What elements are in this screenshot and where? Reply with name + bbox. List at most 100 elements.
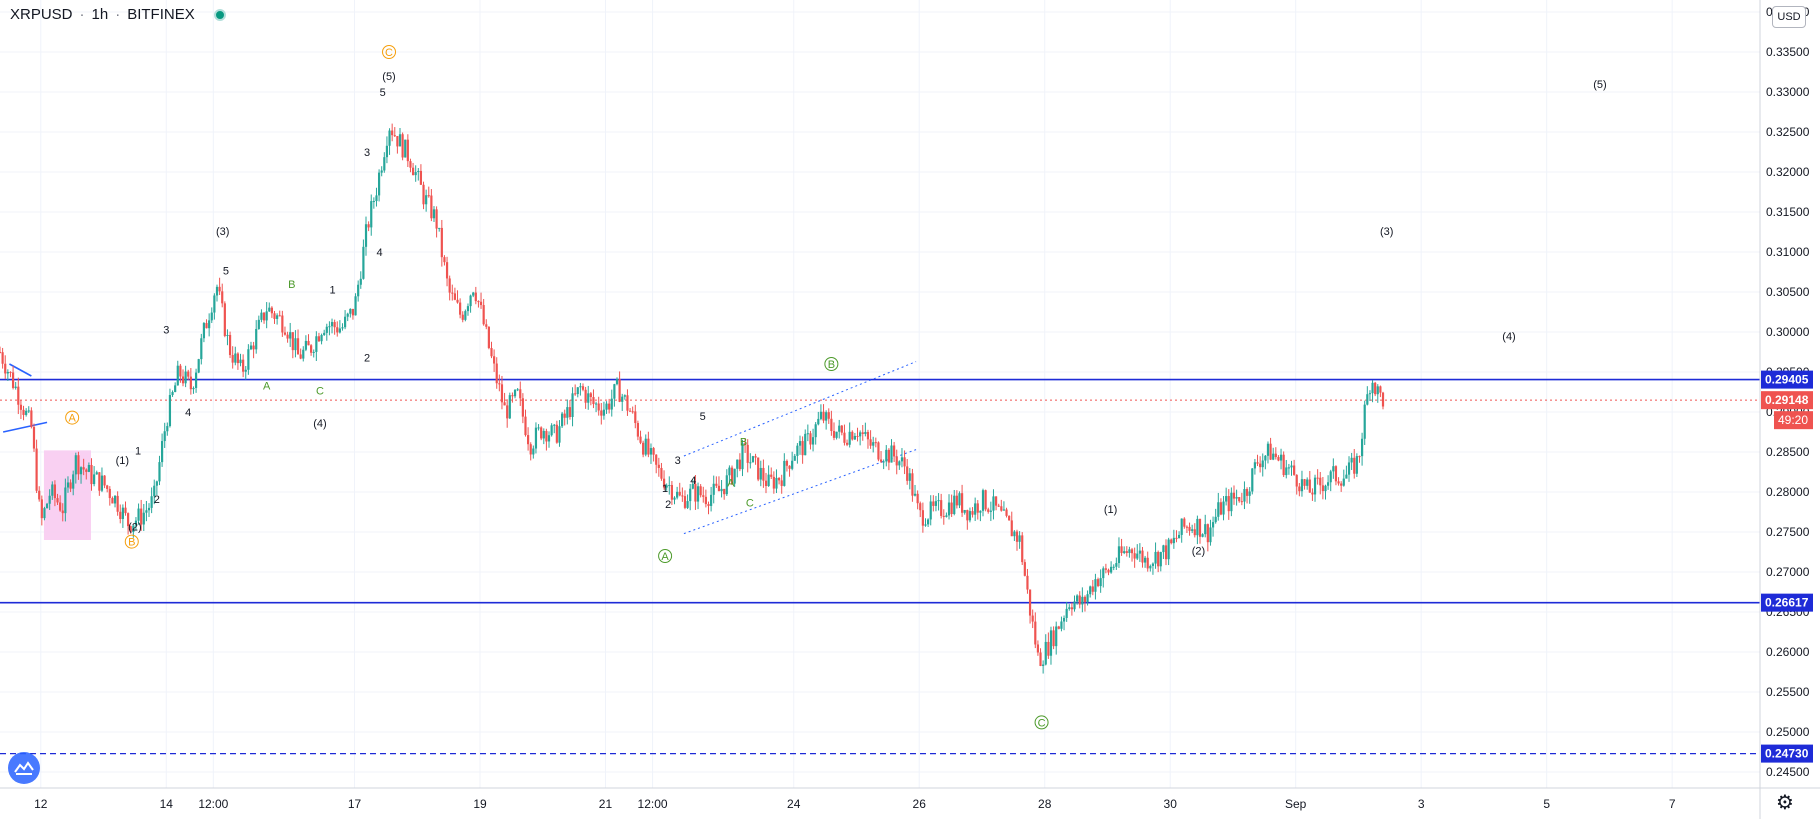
candle-body bbox=[647, 438, 650, 455]
candle-body bbox=[806, 433, 809, 435]
candle-body bbox=[226, 334, 229, 336]
candle-body bbox=[913, 493, 917, 496]
candle-body bbox=[869, 439, 872, 446]
candle-body bbox=[1303, 479, 1306, 486]
x-tick-label: 12:00 bbox=[198, 797, 228, 811]
candle-body bbox=[121, 507, 124, 520]
candle-body bbox=[1285, 467, 1288, 476]
candle-body bbox=[443, 257, 446, 263]
candle-body bbox=[108, 488, 111, 499]
candle-body bbox=[189, 376, 192, 390]
candle-body bbox=[38, 490, 41, 500]
candle-body bbox=[864, 431, 867, 434]
candle-body bbox=[1225, 496, 1228, 502]
candle-body bbox=[310, 345, 313, 353]
candle-body bbox=[1086, 594, 1089, 603]
wave-label: (5) bbox=[1593, 79, 1606, 91]
currency-button[interactable]: USD bbox=[1772, 6, 1806, 28]
wave-label: 1 bbox=[135, 445, 141, 457]
candle-body bbox=[93, 474, 96, 485]
candle-body bbox=[1057, 626, 1060, 629]
candle-body bbox=[636, 423, 640, 437]
candle-body bbox=[762, 467, 765, 481]
candle-body bbox=[411, 167, 415, 176]
symbol-label[interactable]: XRPUSD bbox=[10, 6, 73, 23]
candle-body bbox=[1217, 502, 1220, 517]
trendline bbox=[2, 421, 48, 433]
candle-body bbox=[398, 134, 402, 147]
candle-body bbox=[330, 322, 334, 327]
candle-body bbox=[628, 410, 632, 412]
candle-body bbox=[1272, 453, 1275, 460]
tradingview-logo-icon[interactable] bbox=[8, 752, 40, 784]
candle-body bbox=[160, 441, 164, 463]
candle-body bbox=[171, 392, 174, 396]
candle-body bbox=[1342, 478, 1345, 486]
candle-body bbox=[1070, 607, 1073, 610]
candle-body bbox=[438, 227, 441, 229]
candle-body bbox=[43, 508, 46, 519]
candle-body bbox=[419, 170, 423, 185]
wave-label: B bbox=[740, 437, 747, 449]
candle-body bbox=[435, 209, 438, 229]
candle-body bbox=[830, 418, 833, 431]
candle-body bbox=[963, 510, 966, 513]
x-tick-label: 3 bbox=[1418, 797, 1425, 811]
candle-body bbox=[558, 426, 561, 443]
candle-body bbox=[247, 349, 250, 370]
candle-body bbox=[877, 442, 880, 460]
candle-body bbox=[712, 483, 715, 495]
candle-body bbox=[11, 372, 15, 388]
candle-body bbox=[150, 496, 153, 508]
wave-label-circle bbox=[124, 534, 139, 549]
candle-body bbox=[785, 460, 789, 466]
candle-body bbox=[1062, 617, 1066, 622]
candle-body bbox=[581, 386, 585, 390]
candle-body bbox=[490, 348, 493, 357]
candle-body bbox=[1235, 497, 1238, 499]
candle-body bbox=[1159, 552, 1162, 567]
candle-body bbox=[320, 334, 323, 342]
candle-body bbox=[532, 448, 535, 455]
candle-body bbox=[380, 170, 383, 173]
candle-body bbox=[832, 430, 836, 438]
settings-gear-icon[interactable]: ⚙ bbox=[1776, 792, 1794, 814]
candle-body bbox=[730, 467, 734, 484]
candle-body bbox=[74, 455, 77, 475]
candle-body bbox=[751, 456, 755, 463]
candle-body bbox=[811, 437, 815, 445]
wave-label: 4 bbox=[185, 407, 191, 419]
candle-body bbox=[393, 135, 396, 137]
candle-body bbox=[223, 303, 226, 336]
candle-body bbox=[1110, 566, 1113, 573]
candle-body bbox=[1261, 460, 1264, 468]
candle-body bbox=[338, 328, 341, 333]
x-tick-label: 26 bbox=[913, 797, 927, 811]
candle-body bbox=[1266, 443, 1270, 456]
candle-body bbox=[1358, 456, 1361, 458]
wave-label: 4 bbox=[377, 247, 383, 259]
candle-body bbox=[498, 383, 501, 385]
candle-body bbox=[1083, 596, 1087, 603]
wave-label: A bbox=[727, 477, 735, 489]
candle-body bbox=[359, 278, 362, 285]
candle-body bbox=[919, 503, 922, 511]
candle-body bbox=[396, 136, 399, 147]
candle-body bbox=[1279, 454, 1283, 461]
candle-body bbox=[14, 386, 17, 388]
candle-body bbox=[472, 292, 475, 296]
candle-body bbox=[1374, 382, 1377, 395]
candle-body bbox=[270, 307, 273, 314]
candle-body bbox=[1227, 496, 1230, 512]
candle-body bbox=[1141, 550, 1144, 563]
candle-body bbox=[934, 501, 938, 506]
candle-body bbox=[35, 448, 38, 491]
interval-label[interactable]: 1h bbox=[91, 6, 109, 23]
candle-body bbox=[945, 515, 948, 517]
candle-body bbox=[927, 519, 930, 525]
candle-body bbox=[699, 486, 702, 496]
candle-body bbox=[1089, 586, 1092, 595]
wave-label: 2 bbox=[665, 499, 671, 511]
candle-body bbox=[200, 338, 203, 360]
